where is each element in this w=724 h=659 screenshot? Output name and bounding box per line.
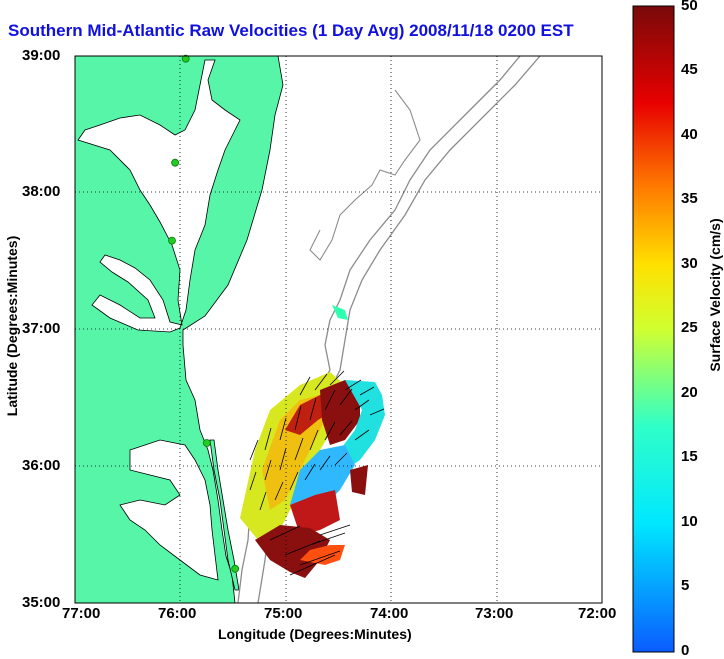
colorbar-tick: 50 <box>681 0 698 14</box>
colorbar-tick: 25 <box>681 319 698 336</box>
colorbar-tick: 10 <box>681 513 698 530</box>
y-tick-label: 35:00 <box>22 594 61 611</box>
colorbar-tick: 45 <box>681 61 698 78</box>
colorbar-tick: 40 <box>681 126 698 143</box>
plot-frame <box>74 55 603 604</box>
colorbar-label: Surface Velocity (cm/s) <box>707 218 723 372</box>
colorbar-tick: 5 <box>681 577 690 594</box>
y-tick-label: 38:00 <box>22 183 61 200</box>
station-marker <box>181 54 190 63</box>
y-tick-label: 37:00 <box>22 320 61 337</box>
x-tick-label: 72:00 <box>578 605 617 622</box>
y-axis-label: Latitude (Degrees:Minutes) <box>4 235 20 417</box>
colorbar-tick: 0 <box>681 642 690 659</box>
colorbar <box>632 5 675 653</box>
y-tick-label: 36:00 <box>22 457 61 474</box>
station-markers <box>168 54 240 573</box>
x-axis-label: Longitude (Degrees:Minutes) <box>218 626 412 642</box>
station-marker <box>171 158 180 167</box>
pamlico-sound <box>119 439 219 581</box>
station-marker <box>231 564 240 573</box>
colorbar-tick: 15 <box>681 448 698 465</box>
map-title: Southern Mid-Atlantic Raw Velocities (1 … <box>8 21 574 40</box>
chesapeake-bay <box>77 59 241 333</box>
x-tick-label: 74:00 <box>370 605 409 622</box>
station-marker <box>202 439 211 447</box>
colorbar-tick: 30 <box>681 255 698 272</box>
x-tick-label: 75:00 <box>264 605 303 622</box>
colorbar-tick: 35 <box>681 190 698 207</box>
x-tick-label: 76:00 <box>158 605 197 622</box>
velocity-field <box>240 305 385 578</box>
y-tick-label: 39:00 <box>22 47 61 64</box>
bathymetry-contour-3 <box>309 89 421 261</box>
x-tick-label: 77:00 <box>62 605 101 622</box>
station-marker <box>168 236 176 245</box>
velocity-vectors <box>249 370 385 576</box>
colorbar-tick: 20 <box>681 384 698 401</box>
x-tick-label: 73:00 <box>475 605 514 622</box>
